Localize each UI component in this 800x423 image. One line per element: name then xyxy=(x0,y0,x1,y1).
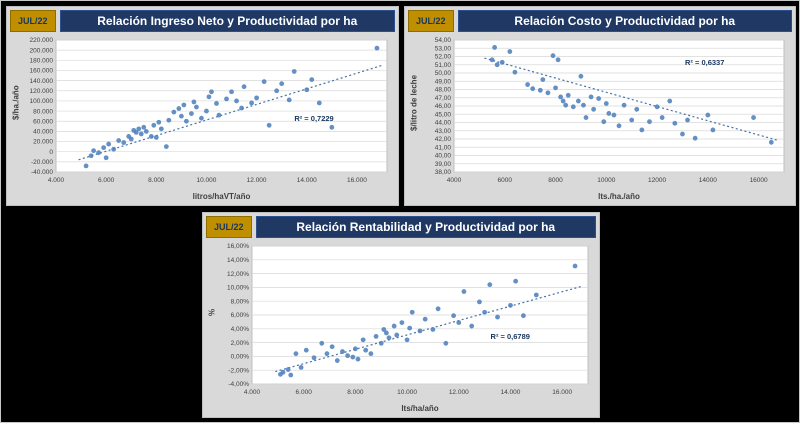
svg-text:0: 0 xyxy=(49,149,53,156)
r-squared-label: R² = 0,6789 xyxy=(490,331,530,341)
svg-text:14000: 14000 xyxy=(699,177,717,184)
svg-text:180.000: 180.000 xyxy=(30,58,54,65)
panel-header: JUL/22 Relación Ingreso Neto y Productiv… xyxy=(10,10,395,32)
panel-header: JUL/22 Relación Rentabilidad y Productiv… xyxy=(206,216,596,238)
svg-text:38,00: 38,00 xyxy=(435,169,452,176)
date-badge: JUL/22 xyxy=(10,10,56,32)
panel-header: JUL/22 Relación Costo y Productividad po… xyxy=(408,10,792,32)
svg-text:100.000: 100.000 xyxy=(30,98,54,105)
y-axis-label: $/ha./año xyxy=(11,85,21,121)
svg-text:14.000: 14.000 xyxy=(297,177,317,184)
svg-text:12000: 12000 xyxy=(648,177,666,184)
scatter-chart-costo: 54,00 53,00 52,00 51,00 50,00 49,00 48,00 47,00… xyxy=(408,34,792,202)
svg-text:8,00%: 8,00% xyxy=(231,298,250,305)
svg-text:40.000: 40.000 xyxy=(33,129,53,136)
svg-text:12,00%: 12,00% xyxy=(227,271,249,278)
svg-text:47,00: 47,00 xyxy=(435,95,452,102)
svg-text:14.000: 14.000 xyxy=(501,389,521,396)
svg-text:-2,00%: -2,00% xyxy=(228,367,249,374)
x-axis-label: lts/ha/año xyxy=(401,404,439,413)
x-axis-label: litros/haVT/año xyxy=(192,192,251,201)
chart-panel-rentabilidad: JUL/22 Relación Rentabilidad y Productiv… xyxy=(202,212,600,418)
svg-text:80.000: 80.000 xyxy=(33,108,53,115)
svg-text:48,00: 48,00 xyxy=(435,87,452,94)
svg-text:53,00: 53,00 xyxy=(435,45,452,52)
svg-text:40,00: 40,00 xyxy=(435,153,452,160)
svg-text:10.000: 10.000 xyxy=(397,389,417,396)
svg-text:46,00: 46,00 xyxy=(435,103,452,110)
chart-title-costo: Relación Costo y Productividad por ha xyxy=(457,10,792,32)
svg-text:10.000: 10.000 xyxy=(197,177,217,184)
svg-text:50,00: 50,00 xyxy=(435,70,452,77)
r-squared-label: R² = 0,7229 xyxy=(294,113,334,123)
svg-text:6,00%: 6,00% xyxy=(231,312,250,319)
svg-text:39,00: 39,00 xyxy=(435,161,452,168)
svg-text:10000: 10000 xyxy=(597,177,615,184)
svg-text:16,00%: 16,00% xyxy=(227,243,249,250)
svg-text:43,00: 43,00 xyxy=(435,128,452,135)
svg-text:6.000: 6.000 xyxy=(296,389,313,396)
svg-text:10,00%: 10,00% xyxy=(227,285,249,292)
svg-text:52,00: 52,00 xyxy=(435,54,452,61)
svg-text:16.000: 16.000 xyxy=(552,389,572,396)
svg-text:-20.000: -20.000 xyxy=(31,159,53,166)
date-badge: JUL/22 xyxy=(408,10,454,32)
scatter-chart-rentabilidad: 16,00% 14,00% 12,00% 10,00% 8,00% 6,00% 4,00% 2… xyxy=(206,240,596,414)
svg-text:42,00: 42,00 xyxy=(435,136,452,143)
svg-text:4000: 4000 xyxy=(447,177,462,184)
svg-text:4.000: 4.000 xyxy=(244,389,261,396)
svg-text:16.000: 16.000 xyxy=(347,177,367,184)
svg-text:-40.000: -40.000 xyxy=(31,169,53,176)
svg-text:60.000: 60.000 xyxy=(33,118,53,125)
svg-text:220.000: 220.000 xyxy=(30,37,54,44)
svg-text:8000: 8000 xyxy=(548,177,563,184)
svg-text:14,00%: 14,00% xyxy=(227,257,249,264)
chart-panel-ingreso-neto: JUL/22 Relación Ingreso Neto y Productiv… xyxy=(6,6,399,206)
x-axis-label: lts./ha./año xyxy=(598,192,640,201)
svg-text:12.000: 12.000 xyxy=(247,177,267,184)
svg-text:16000: 16000 xyxy=(750,177,768,184)
svg-text:51,00: 51,00 xyxy=(435,62,452,69)
svg-text:41,00: 41,00 xyxy=(435,144,452,151)
svg-text:8.000: 8.000 xyxy=(347,389,364,396)
date-badge: JUL/22 xyxy=(206,216,252,238)
svg-text:4.000: 4.000 xyxy=(48,177,65,184)
y-axis-label: $/litro de leche xyxy=(409,74,419,132)
scatter-chart-ingreso-neto: 220.000 200.000 180.000 160.000 140.000 120.0… xyxy=(10,34,395,202)
svg-text:49,00: 49,00 xyxy=(435,78,452,85)
svg-text:-4,00%: -4,00% xyxy=(228,381,249,388)
svg-text:54,00: 54,00 xyxy=(435,37,452,44)
chart-title-rentabilidad: Relación Rentabilidad y Productividad po… xyxy=(255,216,596,238)
svg-text:6.000: 6.000 xyxy=(98,177,115,184)
chart-title-ingreso-neto: Relación Ingreso Neto y Productividad po… xyxy=(59,10,395,32)
svg-text:2,00%: 2,00% xyxy=(231,340,250,347)
svg-text:44,00: 44,00 xyxy=(435,120,452,127)
svg-text:45,00: 45,00 xyxy=(435,111,452,118)
r-squared-label: R² = 0,6337 xyxy=(685,58,725,68)
chart-panel-costo: JUL/22 Relación Costo y Productividad po… xyxy=(404,6,796,206)
svg-text:8.000: 8.000 xyxy=(148,177,165,184)
svg-text:4,00%: 4,00% xyxy=(231,326,250,333)
svg-text:12.000: 12.000 xyxy=(449,389,469,396)
svg-text:160.000: 160.000 xyxy=(30,68,54,75)
svg-text:200.000: 200.000 xyxy=(30,47,54,54)
svg-text:20.000: 20.000 xyxy=(33,139,53,146)
svg-text:0,00%: 0,00% xyxy=(231,354,250,361)
svg-text:6000: 6000 xyxy=(498,177,513,184)
y-axis-label: % xyxy=(207,308,217,316)
svg-text:140.000: 140.000 xyxy=(30,78,54,85)
svg-text:120.000: 120.000 xyxy=(30,88,54,95)
